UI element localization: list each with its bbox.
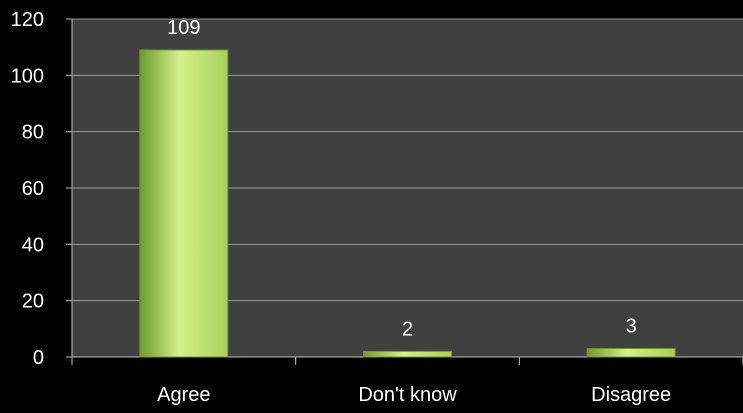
data-label: 3: [626, 316, 637, 338]
x-category-label: Don't know: [358, 384, 457, 406]
labels: 0 20 40 60 80 100 120 109 Agree 2 Don't know 3 Disag…: [11, 9, 672, 406]
data-label: 109: [167, 17, 200, 39]
data-label: 2: [402, 318, 413, 340]
y-tick-label: 40: [22, 234, 44, 256]
y-tick-label: 60: [22, 178, 44, 200]
bar: [363, 350, 452, 358]
y-tick-label: 0: [33, 347, 44, 369]
bars: [139, 49, 676, 358]
y-tick-label: 20: [22, 291, 44, 313]
bar: [139, 49, 229, 358]
x-category-label: Disagree: [591, 384, 671, 406]
y-tick-label: 120: [11, 9, 44, 31]
y-tick-label: 100: [11, 65, 44, 87]
bar: [586, 348, 676, 358]
y-tick-label: 80: [22, 122, 44, 144]
x-category-label: Agree: [157, 384, 210, 406]
